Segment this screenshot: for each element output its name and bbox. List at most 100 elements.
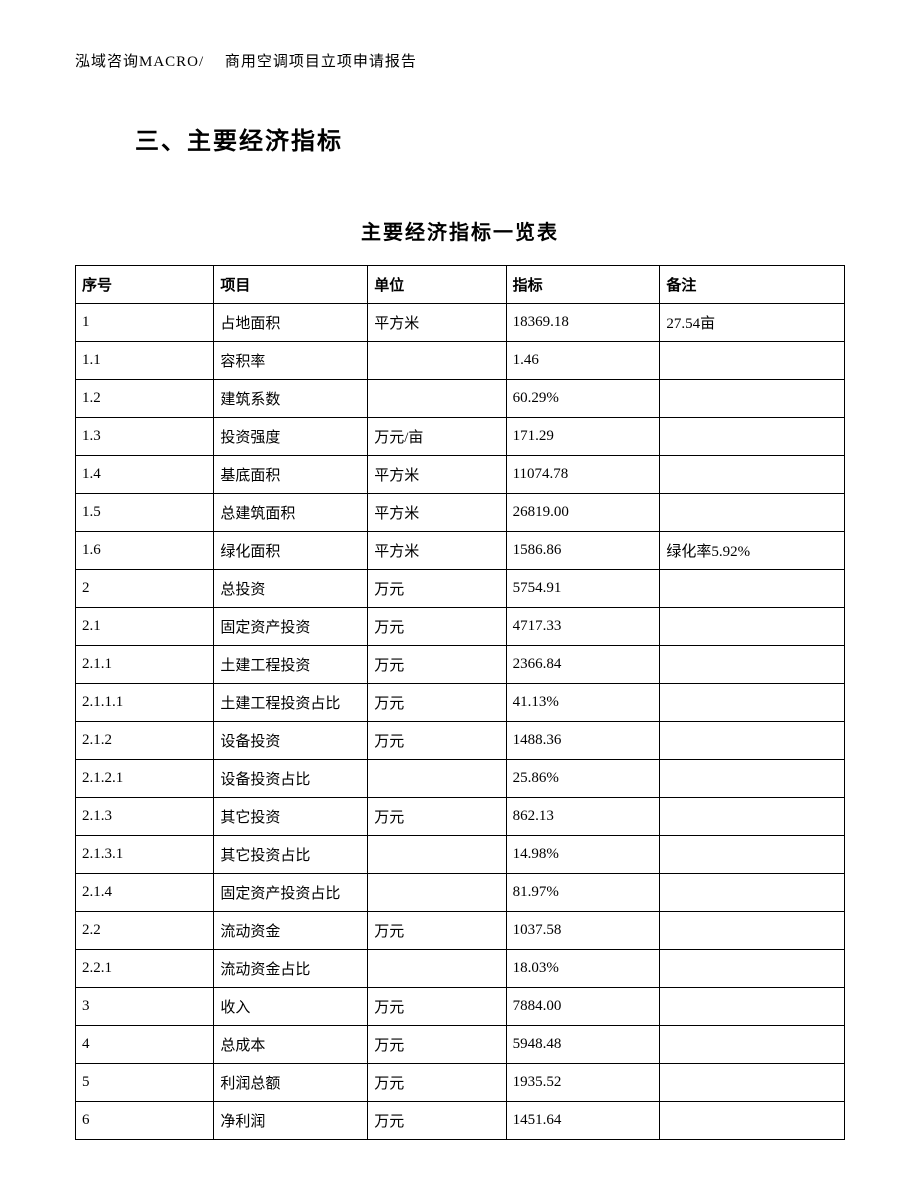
table-cell: 2.1.1: [76, 646, 214, 684]
table-cell: [660, 1064, 845, 1102]
table-cell: 万元: [368, 1064, 506, 1102]
table-cell: 2.1: [76, 608, 214, 646]
table-cell: 2.1.3: [76, 798, 214, 836]
table-cell: 总建筑面积: [214, 494, 368, 532]
table-cell: 18369.18: [506, 304, 660, 342]
table-cell: 固定资产投资占比: [214, 874, 368, 912]
table-cell: 5948.48: [506, 1026, 660, 1064]
table-cell: 2.1.3.1: [76, 836, 214, 874]
table-cell: 万元: [368, 1026, 506, 1064]
table-cell: 万元: [368, 684, 506, 722]
table-row: 2.1.2设备投资万元1488.36: [76, 722, 845, 760]
table-cell: 平方米: [368, 304, 506, 342]
table-cell: [368, 760, 506, 798]
table-cell: 6: [76, 1102, 214, 1140]
table-row: 2.1.3其它投资万元862.13: [76, 798, 845, 836]
table-cell: 绿化面积: [214, 532, 368, 570]
table-cell: 1.2: [76, 380, 214, 418]
table-cell: 26819.00: [506, 494, 660, 532]
table-cell: [660, 418, 845, 456]
table-cell: 1.6: [76, 532, 214, 570]
col-header: 单位: [368, 266, 506, 304]
table-cell: 设备投资: [214, 722, 368, 760]
table-cell: 25.86%: [506, 760, 660, 798]
table-cell: 1037.58: [506, 912, 660, 950]
table-cell: [368, 874, 506, 912]
table-cell: 总成本: [214, 1026, 368, 1064]
table-row: 1.1容积率1.46: [76, 342, 845, 380]
table-row: 2.1.2.1设备投资占比 25.86%: [76, 760, 845, 798]
table-cell: 2.1.1.1: [76, 684, 214, 722]
table-cell: [660, 760, 845, 798]
table-row: 1.3投资强度万元/亩171.29: [76, 418, 845, 456]
table-cell: 收入: [214, 988, 368, 1026]
table-row: 3收入万元7884.00: [76, 988, 845, 1026]
table-cell: 5754.91: [506, 570, 660, 608]
table-cell: [660, 950, 845, 988]
table-cell: 18.03%: [506, 950, 660, 988]
table-cell: 1586.86: [506, 532, 660, 570]
table-cell: 171.29: [506, 418, 660, 456]
table-cell: 占地面积: [214, 304, 368, 342]
table-cell: 7884.00: [506, 988, 660, 1026]
table-cell: 投资强度: [214, 418, 368, 456]
table-cell: 万元: [368, 988, 506, 1026]
table-header-row: 序号 项目 单位 指标 备注: [76, 266, 845, 304]
table-cell: [660, 836, 845, 874]
table-cell: 平方米: [368, 456, 506, 494]
table-row: 1.2建筑系数 60.29%: [76, 380, 845, 418]
table-cell: 5: [76, 1064, 214, 1102]
table-cell: 平方米: [368, 494, 506, 532]
table-cell: [660, 494, 845, 532]
table-row: 2.1.1.1土建工程投资占比万元41.13%: [76, 684, 845, 722]
table-cell: 1.3: [76, 418, 214, 456]
table-cell: 净利润: [214, 1102, 368, 1140]
table-cell: 2.1.2.1: [76, 760, 214, 798]
table-cell: 其它投资占比: [214, 836, 368, 874]
section-heading: 三、主要经济指标: [135, 121, 845, 156]
table-row: 6净利润万元1451.64: [76, 1102, 845, 1140]
table-cell: 1: [76, 304, 214, 342]
table-cell: [368, 380, 506, 418]
col-header: 指标: [506, 266, 660, 304]
table-cell: 2.1.2: [76, 722, 214, 760]
table-row: 1.6绿化面积平方米1586.86绿化率5.92%: [76, 532, 845, 570]
table-cell: 1488.36: [506, 722, 660, 760]
table-row: 2.1.4固定资产投资占比81.97%: [76, 874, 845, 912]
table-row: 2.2流动资金万元1037.58: [76, 912, 845, 950]
table-title: 主要经济指标一览表: [75, 216, 845, 245]
table-cell: [660, 988, 845, 1026]
table-row: 5利润总额万元1935.52: [76, 1064, 845, 1102]
table-cell: 2.2: [76, 912, 214, 950]
table-cell: 建筑系数: [214, 380, 368, 418]
table-row: 2.2.1流动资金占比18.03%: [76, 950, 845, 988]
table-cell: [368, 950, 506, 988]
table-cell: [660, 1102, 845, 1140]
table-cell: [660, 798, 845, 836]
table-cell: 流动资金: [214, 912, 368, 950]
table-cell: 1.46: [506, 342, 660, 380]
table-cell: 11074.78: [506, 456, 660, 494]
table-cell: 14.98%: [506, 836, 660, 874]
table-cell: [660, 456, 845, 494]
table-cell: [660, 342, 845, 380]
table-cell: 土建工程投资占比: [214, 684, 368, 722]
col-header: 备注: [660, 266, 845, 304]
table-cell: 862.13: [506, 798, 660, 836]
table-row: 2.1固定资产投资万元4717.33: [76, 608, 845, 646]
table-cell: 2.2.1: [76, 950, 214, 988]
table-cell: 万元/亩: [368, 418, 506, 456]
table-cell: [660, 380, 845, 418]
col-header: 项目: [214, 266, 368, 304]
table-cell: 万元: [368, 570, 506, 608]
table-cell: 设备投资占比: [214, 760, 368, 798]
table-cell: 3: [76, 988, 214, 1026]
table-cell: 4: [76, 1026, 214, 1064]
table-row: 1占地面积平方米18369.1827.54亩: [76, 304, 845, 342]
table-cell: 容积率: [214, 342, 368, 380]
table-cell: 60.29%: [506, 380, 660, 418]
table-row: 1.5总建筑面积平方米26819.00: [76, 494, 845, 532]
table-cell: 万元: [368, 608, 506, 646]
table-row: 4总成本万元5948.48: [76, 1026, 845, 1064]
table-cell: [660, 1026, 845, 1064]
